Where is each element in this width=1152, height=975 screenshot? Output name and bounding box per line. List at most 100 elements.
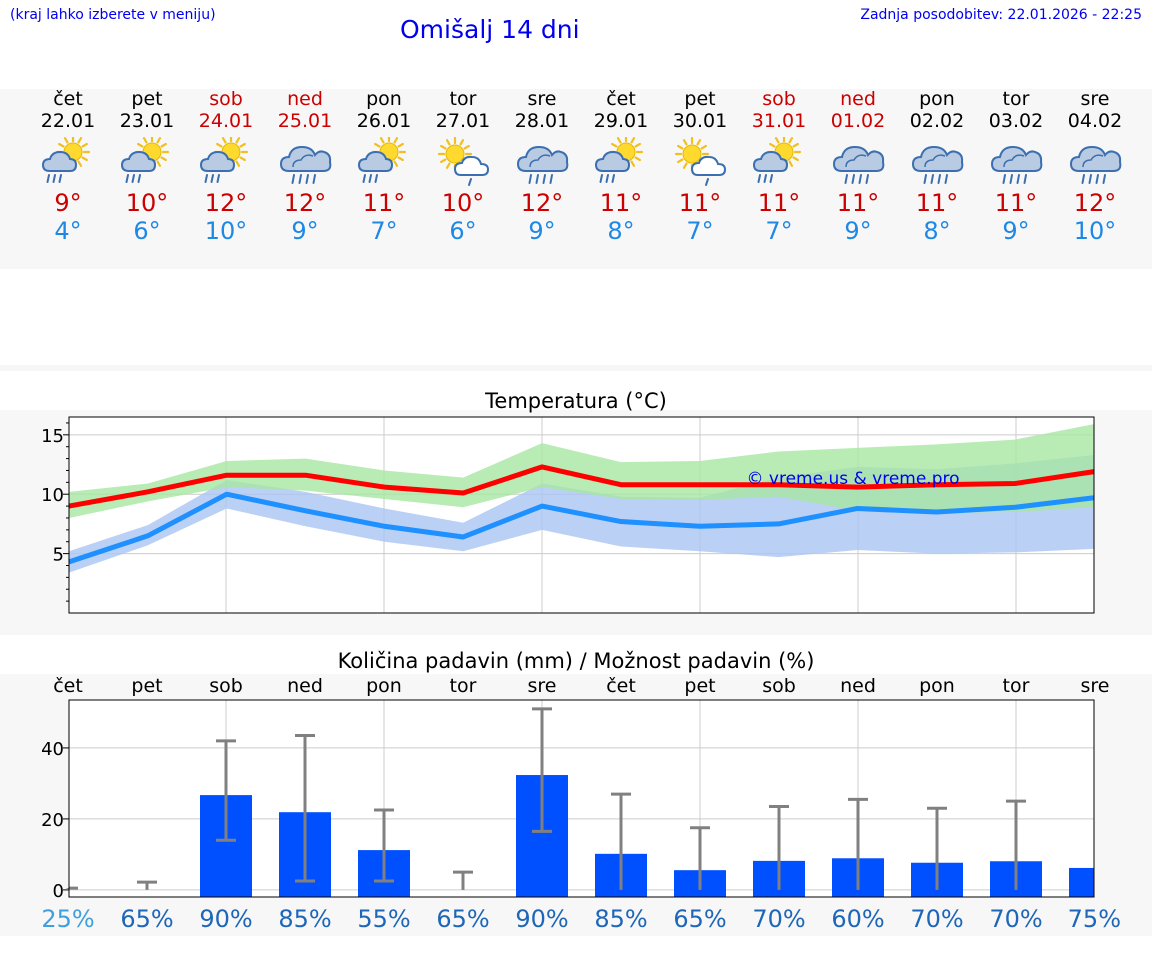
y-tick-label: 0 [53, 881, 64, 902]
day-date: 28.01 [514, 110, 570, 132]
day-date: 26.01 [356, 110, 412, 132]
sun-cloud-rain-icon [40, 134, 96, 187]
precip-probability: 65% [673, 905, 726, 933]
x-category-label: ned [287, 675, 323, 697]
precip-probability: 70% [989, 905, 1042, 933]
day-temp-min: 7° [765, 217, 793, 245]
day-temp-min: 9° [1002, 217, 1030, 245]
day-weekday: sre [527, 88, 557, 110]
day-weekday: pet [131, 88, 163, 110]
precip-probability: 55% [357, 905, 410, 933]
day-weekday: tor [1002, 88, 1030, 110]
x-category-label: čet [53, 675, 83, 697]
cloud-rain-icon [277, 137, 333, 187]
day-temp-min: 6° [133, 217, 161, 245]
day-temp-max: 11° [994, 189, 1038, 217]
x-category-label: čet [606, 675, 636, 697]
day-column: ned 25.01 12° 9° [265, 89, 345, 246]
plot-frame [68, 699, 1095, 898]
day-temp-min: 8° [607, 217, 635, 245]
min-temp-line [68, 491, 1095, 565]
precip-probability: 65% [120, 905, 173, 933]
page-title: Omišalj 14 dni [400, 15, 580, 44]
day-column: pon 26.01 11° 7° [344, 89, 424, 246]
y-tick-label: 5 [53, 545, 64, 566]
day-column: čet 22.01 9° 4° [28, 88, 108, 246]
day-temp-min: 4° [54, 217, 82, 245]
location-menu-hint[interactable]: (kraj lahko izberete v meniju) [10, 7, 216, 23]
day-column: pet 23.01 10° 6° [107, 88, 187, 246]
precip-probability: 90% [199, 905, 252, 933]
day-column: ned 01.02 11° 9° [818, 88, 898, 246]
day-temp-max: 9° [54, 189, 82, 217]
cloud-rain-icon [514, 137, 570, 187]
day-column: sob 24.01 12° 10° [186, 88, 266, 246]
cloud-rain-icon [909, 137, 965, 187]
precip-probability: 70% [752, 905, 805, 933]
cloud-rain-icon [830, 137, 886, 187]
x-category-label: ned [840, 675, 876, 697]
day-temp-min: 9° [291, 217, 319, 245]
x-category-label: tor [450, 675, 477, 697]
plot-frame [68, 416, 1095, 614]
day-date: 31.01 [751, 110, 807, 132]
day-date: 04.02 [1067, 110, 1123, 132]
day-temp-max: 12° [1073, 189, 1117, 217]
day-temp-max: 12° [204, 189, 248, 217]
day-temp-max: 11° [915, 189, 959, 217]
y-tick-label: 15 [41, 426, 64, 447]
temperature-chart-title: Temperatura (°C) [485, 389, 667, 413]
day-temp-max: 11° [678, 189, 722, 217]
day-column: sre 28.01 12° 9° [502, 88, 582, 246]
x-category-label: tor [1003, 675, 1030, 697]
y-tick-label: 20 [41, 810, 64, 831]
day-temp-min: 7° [370, 217, 398, 245]
precipitation-chart: čet pet sob ned pon tor sre čet pet sob ned pon tor s… [41, 675, 1121, 933]
day-weekday: tor [449, 88, 477, 110]
precip-probability: 85% [278, 905, 331, 933]
day-weekday: pon [919, 88, 955, 110]
day-column: sob 31.01 11° 7° [739, 88, 819, 246]
x-category-label: sob [209, 675, 243, 697]
precip-bar [1069, 867, 1094, 897]
precip-probability: 25% [41, 905, 94, 933]
day-column: pon 02.02 11° 8° [897, 88, 977, 246]
day-temp-min: 9° [528, 217, 556, 245]
precip-probability: 70% [910, 905, 963, 933]
day-date: 24.01 [198, 110, 254, 132]
precip-probability: 65% [436, 905, 489, 933]
day-date: 25.01 [277, 110, 333, 132]
x-category-label: pon [366, 675, 402, 697]
max-temp-line [68, 464, 1095, 509]
last-update: Zadnja posodobitev: 22.01.2026 - 22:25 [860, 7, 1142, 23]
day-weekday: sob [209, 88, 243, 110]
y-tick-label: 10 [41, 485, 64, 506]
day-column: pet 30.01 11° 7° [660, 89, 740, 246]
day-temp-min: 6° [449, 217, 477, 245]
x-category-label: sre [528, 675, 557, 697]
day-column: čet 29.01 11° 8° [581, 89, 661, 246]
precipitation-chart-title: Količina padavin (mm) / Možnost padavin … [337, 649, 815, 673]
sun-cloud-drizzle-icon [435, 136, 491, 187]
day-weekday: sre [1080, 88, 1110, 110]
y-tick-label: 40 [41, 739, 64, 760]
watermark: © vreme.us & vreme.pro [746, 469, 959, 489]
day-weekday: ned [840, 88, 876, 110]
x-category-label: pet [131, 675, 162, 697]
day-column: tor 03.02 11° 9° [976, 88, 1056, 246]
max-temp-band [69, 424, 1094, 518]
cloud-rain-icon [988, 137, 1044, 187]
day-date: 23.01 [119, 110, 175, 132]
precip-probability: 85% [594, 905, 647, 933]
day-weekday: čet [53, 88, 83, 110]
day-column: sre 04.02 12° 10° [1055, 88, 1135, 246]
sun-cloud-rain-icon [356, 134, 412, 187]
day-temp-min: 9° [844, 217, 872, 245]
day-temp-max: 12° [283, 189, 327, 217]
precip-probability: 75% [1068, 905, 1121, 933]
day-temp-max: 11° [362, 189, 406, 217]
day-temp-max: 10° [125, 189, 169, 217]
day-date: 01.02 [830, 110, 886, 132]
day-weekday: sob [762, 88, 796, 110]
day-temp-max: 12° [520, 189, 564, 217]
